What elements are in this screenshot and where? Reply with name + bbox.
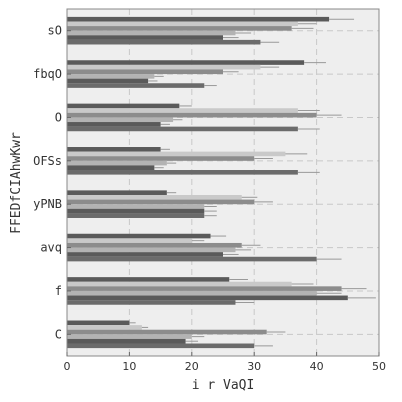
category-label: C [55, 327, 62, 341]
bar [67, 320, 130, 326]
category-label: OFSs [33, 154, 62, 168]
bar [67, 21, 298, 27]
category-label: fbqO [33, 67, 62, 81]
x-axis-title: i r VaQI [192, 378, 255, 393]
category-label: O [55, 110, 62, 124]
bar [67, 74, 155, 79]
bar [67, 156, 255, 161]
bar [67, 277, 230, 282]
bar [67, 126, 298, 132]
bar [67, 190, 167, 195]
bar [67, 83, 205, 88]
bar [67, 30, 236, 36]
bar [67, 112, 317, 118]
bar [67, 147, 161, 152]
bar [67, 26, 292, 31]
category-label: f [55, 284, 62, 298]
bar [67, 103, 180, 109]
category-label: sO [48, 24, 62, 38]
x-tick-label: 50 [372, 360, 386, 373]
bar [67, 194, 242, 200]
bar [67, 60, 305, 65]
plot-frame [66, 8, 380, 357]
bar [67, 78, 149, 84]
bar [67, 108, 298, 113]
category-label: avq [40, 241, 62, 255]
bar [67, 122, 161, 127]
x-tick-label: 40 [310, 360, 324, 373]
bar [67, 242, 242, 248]
x-tick-label: 0 [64, 360, 71, 373]
bar [67, 204, 205, 209]
error-bar-layer [129, 18, 376, 347]
x-tick-label: 20 [185, 360, 199, 373]
bar [67, 151, 286, 157]
x-tick-label: 30 [247, 360, 261, 373]
bar [67, 325, 142, 330]
bar [67, 300, 236, 305]
bar-layer [67, 16, 348, 349]
bar [67, 199, 255, 205]
bar [67, 252, 223, 257]
bar [67, 165, 155, 171]
bar [67, 286, 342, 291]
bar [67, 117, 174, 123]
bar [67, 16, 330, 22]
y-axis-title: FFEDfCIAhwKwr [9, 132, 24, 234]
bar [67, 64, 261, 70]
bar [67, 343, 255, 349]
bar [67, 208, 205, 214]
bar [67, 247, 236, 253]
x-tick-label: 10 [122, 360, 136, 373]
bar [67, 338, 186, 344]
bar [67, 35, 223, 40]
bar [67, 295, 348, 301]
bar [67, 238, 192, 243]
bar [67, 39, 261, 45]
bar [67, 69, 223, 75]
bar [67, 290, 317, 296]
bar [67, 329, 267, 335]
bar [67, 170, 298, 175]
tick-layer [66, 30, 380, 356]
bar [67, 256, 317, 262]
bar [67, 160, 167, 166]
category-label: yPNB [33, 197, 62, 211]
bar [67, 281, 292, 287]
bar [67, 213, 205, 218]
bar [67, 233, 211, 239]
bar [67, 334, 192, 339]
label-layer: 0 10 20 30 40 50 sO fbqO O OFSs yPNB avq f C [33, 24, 386, 373]
